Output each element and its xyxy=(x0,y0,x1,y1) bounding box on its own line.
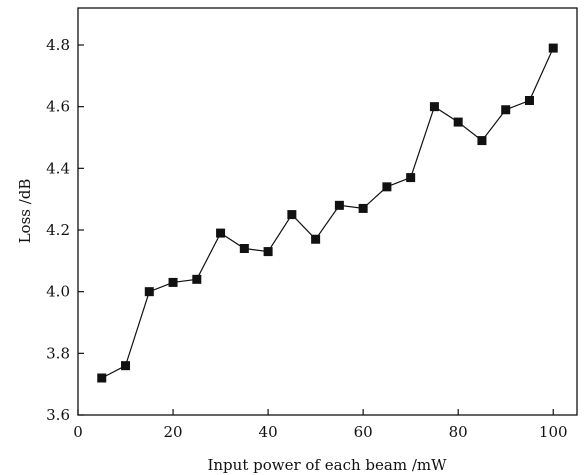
data-point xyxy=(216,228,226,238)
y-tick-label: 4.6 xyxy=(46,98,70,116)
data-point xyxy=(429,102,439,112)
data-point xyxy=(453,117,463,127)
data-point xyxy=(477,136,487,146)
data-point xyxy=(287,210,297,220)
data-point xyxy=(406,173,416,183)
data-point xyxy=(311,234,321,244)
tick-marks xyxy=(77,44,554,416)
y-tick-label: 4.4 xyxy=(46,159,70,177)
y-tick-label: 4.0 xyxy=(46,283,70,301)
data-point xyxy=(263,247,273,257)
x-axis-title: Input power of each beam /mW xyxy=(207,456,447,474)
series-line xyxy=(101,47,554,379)
data-point xyxy=(97,373,107,383)
x-tick-label: 60 xyxy=(354,423,373,441)
x-tick-label: 100 xyxy=(539,423,568,441)
x-tick-label: 80 xyxy=(449,423,468,441)
data-point xyxy=(548,43,558,53)
y-tick-label: 3.8 xyxy=(46,344,70,362)
data-point xyxy=(144,287,154,297)
data-points xyxy=(97,43,558,383)
data-point xyxy=(239,244,249,253)
y-tick-label: 4.8 xyxy=(46,36,70,54)
data-point xyxy=(168,277,178,287)
data-point xyxy=(382,182,392,192)
x-tick-label: 20 xyxy=(164,423,183,441)
data-point xyxy=(334,200,344,210)
data-point xyxy=(192,274,202,284)
data-point xyxy=(501,105,511,115)
data-point xyxy=(358,203,368,213)
data-point xyxy=(524,96,534,105)
y-axis-title: Loss /dB xyxy=(16,179,34,244)
plot-frame xyxy=(77,7,578,416)
x-tick-label: 0 xyxy=(73,423,83,441)
data-point xyxy=(121,361,131,371)
tick-labels: 0 20 40 60 80 100 3.6 3.8 4.0 4.2 4.4 4.6 4.8 xyxy=(46,36,567,441)
y-tick-label: 3.6 xyxy=(46,406,70,424)
y-tick-label: 4.2 xyxy=(46,221,70,239)
x-tick-label: 40 xyxy=(259,423,278,441)
